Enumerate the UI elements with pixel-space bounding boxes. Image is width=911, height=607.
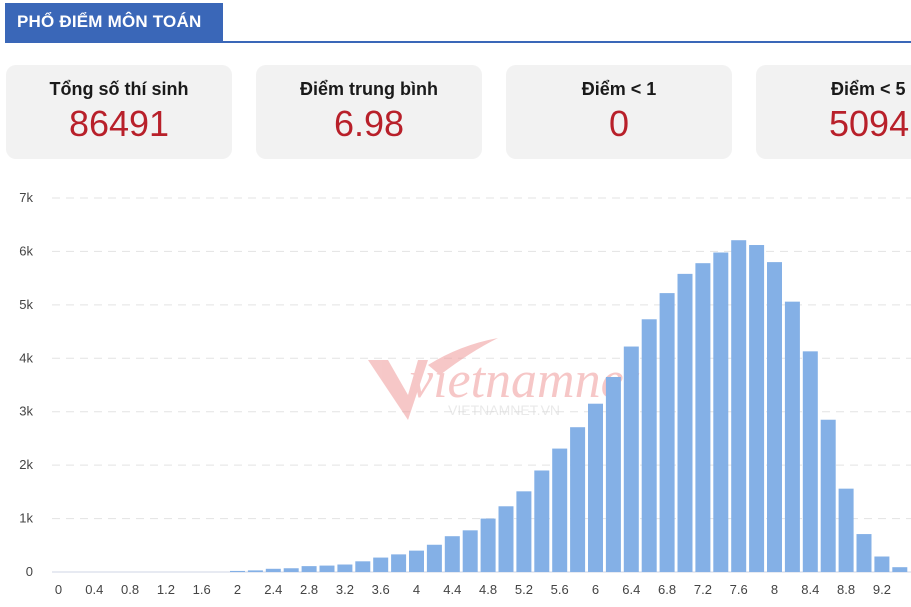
x-tick-label: 1.2 (157, 582, 175, 597)
bar-8.8[interactable] (838, 488, 854, 572)
stat-card-total-candidates: Tổng số thí sinh 86491 (6, 65, 232, 159)
stat-value: 0 (608, 103, 630, 144)
bar-2.8[interactable] (301, 566, 317, 572)
x-tick-label: 3.6 (372, 582, 390, 597)
x-tick-label: 2 (234, 582, 241, 597)
bar-6.2[interactable] (605, 376, 621, 572)
x-tick-label: 6 (592, 582, 599, 597)
x-tick-label: 4 (413, 582, 420, 597)
bar-6.4[interactable] (623, 346, 639, 572)
watermark-logo-text: vietnamnet (410, 352, 640, 409)
bar-6[interactable] (588, 403, 603, 572)
bar-9.4[interactable] (892, 567, 908, 572)
y-tick-label: 0 (26, 564, 33, 579)
stat-label: Điểm < 5 (831, 79, 906, 99)
x-tick-label: 0.8 (121, 582, 139, 597)
bar-5.2[interactable] (516, 491, 532, 572)
bar-6.8[interactable] (659, 293, 675, 572)
watermark-swoosh (428, 338, 498, 375)
x-tick-label: 0 (55, 582, 62, 597)
x-tick-label: 5.2 (515, 582, 533, 597)
bar-6.6[interactable] (641, 319, 657, 572)
bar-2.2[interactable] (247, 570, 263, 572)
bar-7.4[interactable] (713, 252, 729, 573)
y-tick-label: 6k (19, 243, 33, 258)
watermark-sub-text: VIETNAMNET.VN (448, 402, 560, 418)
y-tick-label: 2k (19, 457, 33, 472)
stat-card-below-1: Điểm < 1 0 (506, 65, 732, 159)
x-tick-label: 4.4 (443, 582, 461, 597)
bar-4[interactable] (409, 550, 424, 572)
section-header: PHỔ ĐIỂM MÔN TOÁN (5, 3, 911, 43)
bar-5[interactable] (498, 506, 514, 572)
section-title: PHỔ ĐIỂM MÔN TOÁN (5, 3, 223, 41)
bar-4.6[interactable] (462, 530, 478, 572)
stat-label: Điểm < 1 (581, 79, 657, 99)
stat-card-below-5: Điểm < 5 5094 (756, 65, 911, 159)
x-tick-label: 0.4 (85, 582, 103, 597)
bar-9.2[interactable] (874, 556, 890, 572)
x-tick-label: 9.2 (873, 582, 891, 597)
stat-label: Tổng số thí sinh (49, 79, 189, 99)
y-tick-label: 7k (19, 190, 33, 205)
x-tick-label: 8.4 (801, 582, 819, 597)
x-tick-label: 7.6 (730, 582, 748, 597)
x-tick-label: 2.8 (300, 582, 318, 597)
bar-7.6[interactable] (731, 240, 747, 573)
bar-7[interactable] (677, 273, 693, 572)
bar-5.6[interactable] (552, 448, 568, 572)
bar-7.8[interactable] (749, 245, 765, 572)
stat-value: 5094 (829, 103, 910, 144)
bar-8.6[interactable] (820, 419, 836, 572)
x-tick-label: 6.8 (658, 582, 676, 597)
x-tick-label: 3.2 (336, 582, 354, 597)
bar-5.4[interactable] (534, 470, 550, 572)
x-tick-label: 5.6 (551, 582, 569, 597)
y-tick-label: 3k (19, 404, 33, 419)
x-tick-label: 7.2 (694, 582, 712, 597)
bar-3[interactable] (319, 565, 335, 572)
bar-4.8[interactable] (480, 518, 496, 572)
vietnamnet-watermark: vietnamnet VIETNAMNET.VN (368, 338, 640, 420)
bars (230, 240, 908, 573)
bar-3.4[interactable] (355, 561, 371, 572)
x-tick-label: 2.4 (264, 582, 282, 597)
bar-5.8[interactable] (570, 427, 586, 572)
bar-9[interactable] (856, 534, 872, 572)
stat-value: 86491 (68, 103, 170, 144)
bar-7.2[interactable] (695, 263, 711, 572)
stat-card-average-score: Điểm trung bình 6.98 (256, 65, 482, 159)
y-tick-label: 5k (19, 297, 33, 312)
bar-4.4[interactable] (444, 536, 460, 572)
bar-3.8[interactable] (391, 554, 407, 572)
watermark-v-mark (368, 360, 428, 420)
bar-8[interactable] (767, 262, 782, 572)
bar-8.4[interactable] (802, 351, 818, 572)
stat-label: Điểm trung bình (300, 79, 438, 99)
y-tick-label: 1k (19, 511, 33, 526)
bar-2.6[interactable] (283, 568, 299, 572)
x-tick-label: 4.8 (479, 582, 497, 597)
y-tick-label: 4k (19, 350, 33, 365)
bar-3.6[interactable] (373, 557, 389, 572)
bar-3.2[interactable] (337, 564, 353, 572)
bar-4.2[interactable] (426, 544, 442, 572)
bar-8.2[interactable] (784, 301, 800, 572)
x-tick-label: 8 (771, 582, 778, 597)
bar-2.4[interactable] (265, 568, 281, 572)
stat-value: 6.98 (333, 103, 405, 144)
x-tick-label: 6.4 (622, 582, 640, 597)
x-tick-label: 8.8 (837, 582, 855, 597)
score-distribution-chart: vietnamnet VIETNAMNET.VN 0 1k 2k 3k 4k 5k 6k 7k… (19, 190, 911, 597)
bar-2[interactable] (230, 570, 245, 572)
x-tick-label: 1.6 (193, 582, 211, 597)
